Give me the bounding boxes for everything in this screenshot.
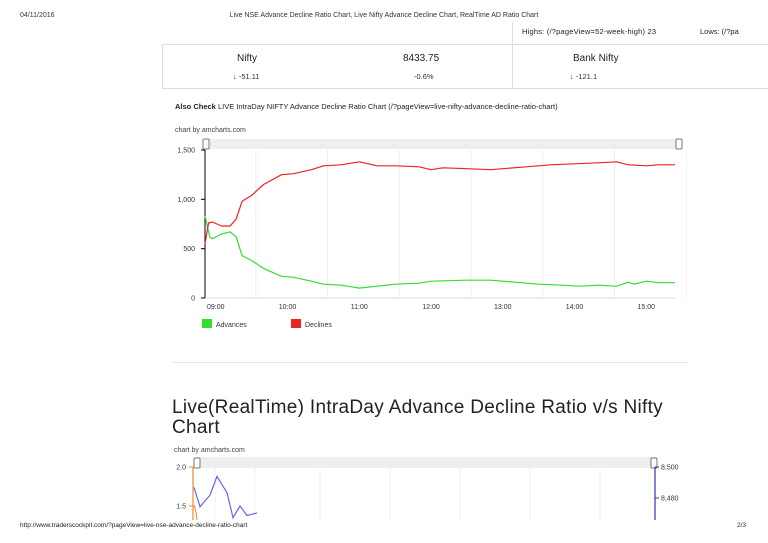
scrollbar-right-handle[interactable]	[650, 457, 658, 469]
y2-tick-label: 8,480	[661, 496, 679, 503]
also-check-label: Also Check	[175, 102, 216, 111]
nifty-ad-ratio-link[interactable]: LIVE IntraDay NIFTY Advance Decline Rati…	[217, 102, 558, 111]
scrollbar-right-handle[interactable]	[675, 138, 683, 150]
series-line-ad-ratio	[193, 475, 258, 520]
x-tick-label: 10:00	[279, 304, 297, 311]
bank-nifty-change-value: -121.1	[575, 72, 598, 81]
chart-credit[interactable]: chart by amcharts.com	[175, 127, 246, 134]
x-tick-label: 09:00	[207, 304, 225, 311]
section-heading: Live(RealTime) IntraDay Advance Decline …	[172, 397, 663, 438]
divider	[512, 22, 513, 44]
x-tick-label: 15:00	[638, 304, 656, 311]
y-tick-label: 1,500	[177, 148, 195, 155]
footer-url: http://www.traderscockpit.com/?pageView=…	[20, 522, 248, 529]
x-tick-label: 11:00	[351, 304, 368, 311]
series-line-nifty	[193, 504, 198, 521]
52-week-highs-link[interactable]: Highs: (/?pageView=52-week-high) 23	[522, 27, 657, 36]
page-title: Live NSE Advance Decline Ratio Chart, Li…	[229, 12, 539, 19]
y2-tick-label: 8,500	[661, 465, 679, 472]
chart2-scrollbar[interactable]	[195, 457, 657, 468]
section-divider	[172, 362, 688, 363]
legend-swatch-advances	[202, 319, 212, 328]
nifty-change: ↓ -51.11	[233, 72, 260, 81]
nifty-value: 8433.75	[403, 53, 440, 64]
x-tick-label: 14:00	[566, 304, 584, 311]
scrollbar-left-handle[interactable]	[202, 138, 210, 150]
bank-nifty-name: Bank Nifty	[573, 53, 619, 64]
index-quote-box	[162, 44, 768, 89]
legend-label-advances[interactable]: Advances	[216, 322, 247, 329]
y-tick-label: 1,000	[177, 197, 195, 204]
series-line-declines	[204, 161, 675, 244]
down-arrow-icon: ↓	[570, 72, 574, 81]
scrollbar-left-handle[interactable]	[193, 457, 201, 469]
y-tick-label: 500	[183, 246, 195, 253]
y-tick-label: 1.5	[176, 504, 186, 511]
legend-swatch-declines	[291, 319, 301, 328]
nifty-name: Nifty	[237, 53, 257, 64]
nifty-change-value: -51.11	[238, 72, 260, 81]
y-tick-label: 0	[191, 296, 195, 303]
bank-nifty-change: ↓ -121.1	[570, 72, 597, 81]
x-tick-label: 12:00	[422, 304, 440, 311]
x-tick-label: 13:00	[494, 304, 512, 311]
divider	[512, 44, 513, 89]
down-arrow-icon: ↓	[233, 72, 237, 81]
also-check: Also Check LIVE IntraDay NIFTY Advance D…	[175, 102, 558, 111]
chart-scrollbar[interactable]	[205, 139, 680, 149]
nifty-percent: -0.6%	[414, 72, 434, 81]
52-week-lows-link[interactable]: Lows: (/?pa	[700, 27, 739, 36]
page-number: 2/3	[737, 522, 747, 529]
print-date: 04/11/2016	[20, 12, 55, 19]
y-tick-label: 2.0	[176, 465, 186, 472]
legend-label-declines[interactable]: Declines	[305, 322, 332, 329]
chart2-credit[interactable]: chart by amcharts.com	[174, 447, 245, 454]
series-line-advances	[204, 215, 675, 289]
